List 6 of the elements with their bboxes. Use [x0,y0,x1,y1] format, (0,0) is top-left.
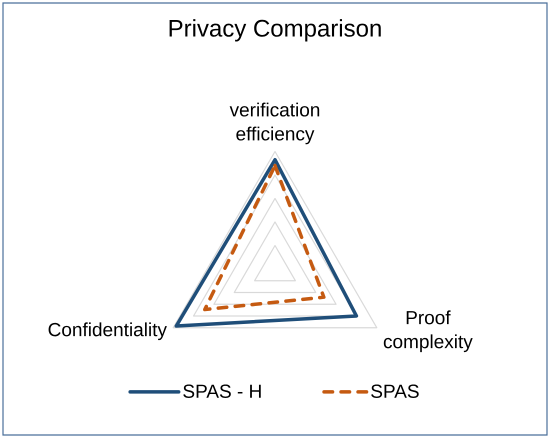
spoke-label: verification efficiency [230,102,320,144]
spoke-label: Confidentiality [48,322,167,340]
chart-title: Privacy Comparison [170,19,381,42]
legend-label: SPAS - H [183,384,261,398]
legend-label: SPAS [371,384,419,398]
spoke-label: Proof complexity [384,310,473,352]
